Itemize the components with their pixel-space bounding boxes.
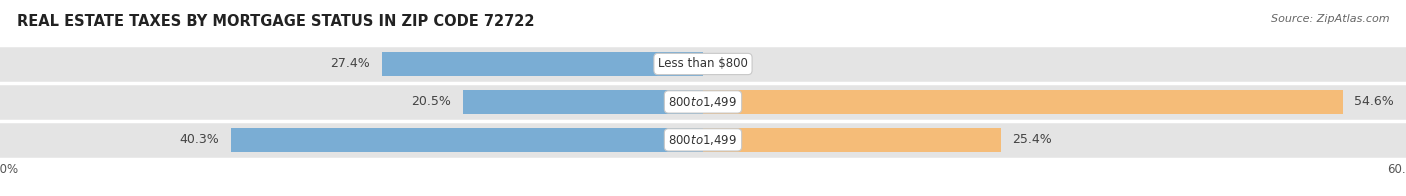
- Text: 25.4%: 25.4%: [1012, 133, 1052, 146]
- Text: Source: ZipAtlas.com: Source: ZipAtlas.com: [1271, 14, 1389, 24]
- Text: 40.3%: 40.3%: [180, 133, 219, 146]
- Text: 20.5%: 20.5%: [411, 95, 451, 108]
- Text: 54.6%: 54.6%: [1354, 95, 1395, 108]
- Bar: [0, 46, 1406, 82]
- Text: $800 to $1,499: $800 to $1,499: [668, 95, 738, 109]
- Text: Less than $800: Less than $800: [658, 57, 748, 71]
- Bar: [0, 84, 1406, 120]
- Text: $800 to $1,499: $800 to $1,499: [668, 133, 738, 147]
- Bar: [382, 52, 703, 76]
- Text: 27.4%: 27.4%: [330, 57, 370, 71]
- Bar: [231, 128, 703, 152]
- Text: REAL ESTATE TAXES BY MORTGAGE STATUS IN ZIP CODE 72722: REAL ESTATE TAXES BY MORTGAGE STATUS IN …: [17, 14, 534, 29]
- Bar: [463, 90, 703, 114]
- Bar: [0, 122, 1406, 158]
- Bar: [703, 128, 1001, 152]
- Text: 0.0%: 0.0%: [714, 57, 747, 71]
- Bar: [703, 90, 1343, 114]
